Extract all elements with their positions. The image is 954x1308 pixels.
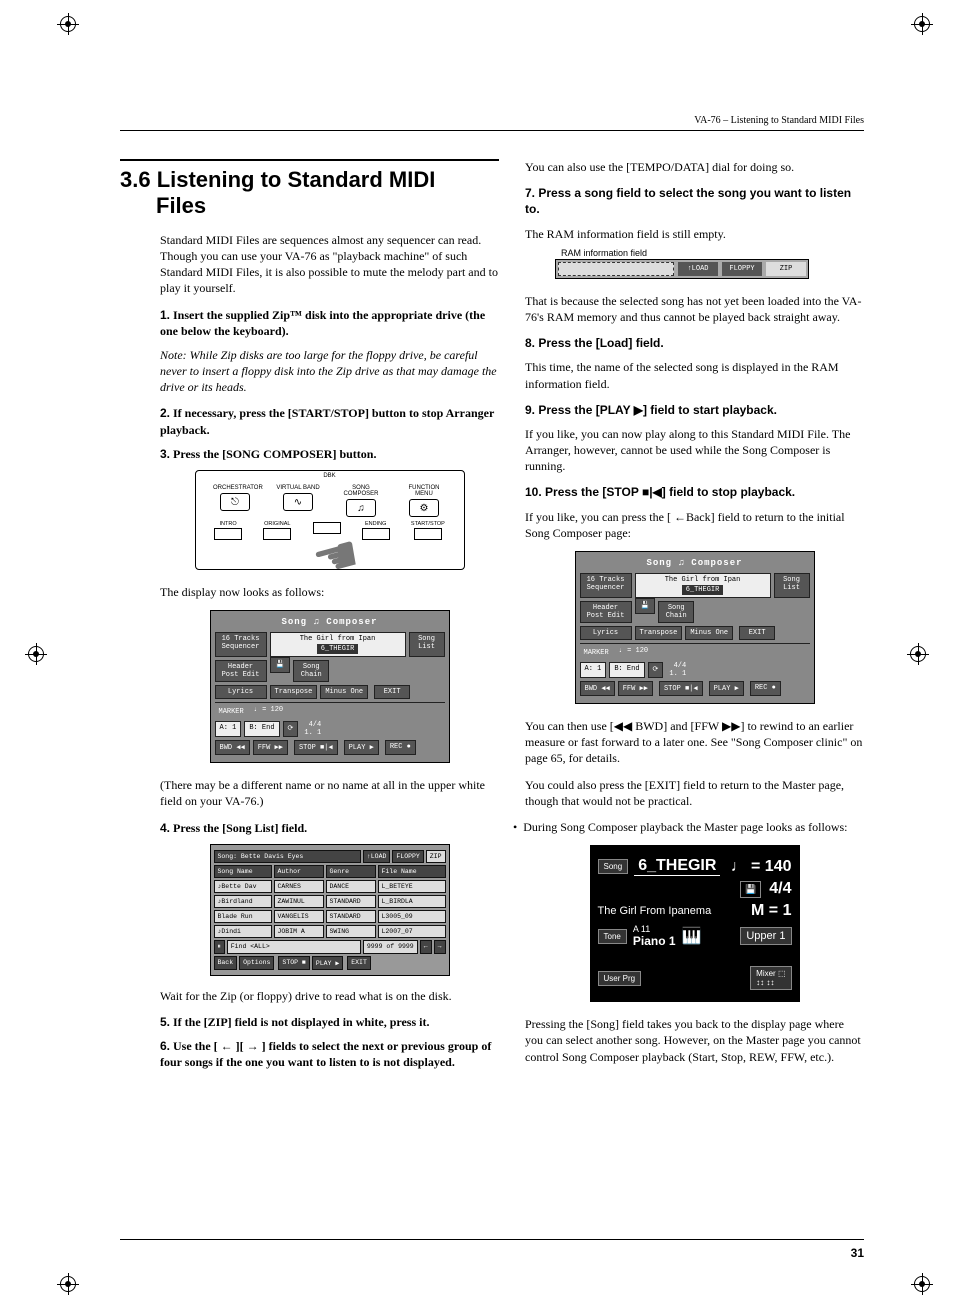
page-number: 31 bbox=[851, 1246, 864, 1260]
footer-rule bbox=[120, 1239, 864, 1240]
right-column: You can also use the [TEMPO/DATA] dial f… bbox=[525, 159, 864, 1079]
panel-dbk: DBK bbox=[196, 471, 464, 479]
step-4: 4. Press the [Song List] field. bbox=[160, 820, 499, 836]
figure-master-page: Song 6_THEGIR ♩ = 140 💾 4/4 The Girl Fro… bbox=[590, 845, 800, 1002]
figure-ram-field: RAM information field ↑LOAD FLOPPY ZIP bbox=[555, 248, 864, 279]
step-8: 8. Press the [Load] field. bbox=[525, 335, 864, 351]
p-exit: You could also press the [EXIT] field to… bbox=[525, 777, 864, 809]
step-10: 10. Press the [STOP ■|◀] field to stop p… bbox=[525, 484, 864, 500]
step-6: 6. Use the [ ← ][ → ] fields to select t… bbox=[160, 1038, 499, 1070]
figure-songlist: Song: Bette Davis Eyes ↑LOAD FLOPPY ZIP … bbox=[210, 844, 450, 976]
p-after-load: This time, the name of the selected song… bbox=[525, 359, 864, 391]
left-column: 3.6 Listening to Standard MIDI Files Sta… bbox=[160, 159, 499, 1079]
note-zip: Note: While Zip disks are too large for … bbox=[160, 347, 499, 396]
bullet-master: • During Song Composer playback the Mast… bbox=[513, 819, 864, 835]
heading-line1: 3.6 Listening to Standard MIDI bbox=[120, 167, 435, 192]
p-play-along: If you like, you can now play along to t… bbox=[525, 426, 864, 475]
pointing-hand-icon: ☚ bbox=[311, 539, 363, 576]
figure-lcd-composer-1: Song ♫ Composer 16 Tracks Sequencer The … bbox=[210, 610, 450, 763]
heading-line2: Files bbox=[120, 193, 499, 219]
bullet-marker: • bbox=[513, 819, 517, 835]
figure-lcd-composer-2: Song ♫ Composer 16 Tracks Sequencer The … bbox=[575, 551, 815, 704]
p-ram-explain: That is because the selected song has no… bbox=[525, 293, 864, 325]
header-text: VA-76 – Listening to Standard MIDI Files bbox=[694, 115, 864, 126]
section-heading: 3.6 Listening to Standard MIDI Files bbox=[120, 167, 499, 220]
figure-panel: DBK ORCHESTRATOR⎋ VIRTUAL BAND∿ SONG COM… bbox=[195, 470, 465, 570]
after-songlist-text: Wait for the Zip (or floppy) drive to re… bbox=[160, 988, 499, 1004]
step-3: 3. Press the [SONG COMPOSER] button. bbox=[160, 446, 499, 462]
step-7: 7. Press a song field to select the song… bbox=[525, 185, 864, 217]
p-song-field: Pressing the [Song] field takes you back… bbox=[525, 1016, 864, 1065]
p-ram-empty: The RAM information field is still empty… bbox=[525, 226, 864, 242]
running-header: VA-76 – Listening to Standard MIDI Files bbox=[120, 115, 864, 131]
p-back: If you like, you can press the [ ←Back] … bbox=[525, 509, 864, 541]
p-bwd-ffw: You can then use [◀◀ BWD] and [FFW ▶▶] t… bbox=[525, 718, 864, 767]
step-2: 2. If necessary, press the [START/STOP] … bbox=[160, 405, 499, 437]
step-1: 1. Insert the supplied Zip™ disk into th… bbox=[160, 307, 499, 339]
after-lcd1-text: (There may be a different name or no nam… bbox=[160, 777, 499, 809]
intro-para: Standard MIDI Files are sequences almost… bbox=[160, 232, 499, 297]
p-tempo-dial: You can also use the [TEMPO/DATA] dial f… bbox=[525, 159, 864, 175]
step-9: 9. Press the [PLAY ▶] field to start pla… bbox=[525, 402, 864, 418]
section-rule bbox=[120, 159, 499, 161]
step-5: 5. If the [ZIP] field is not displayed i… bbox=[160, 1014, 499, 1030]
